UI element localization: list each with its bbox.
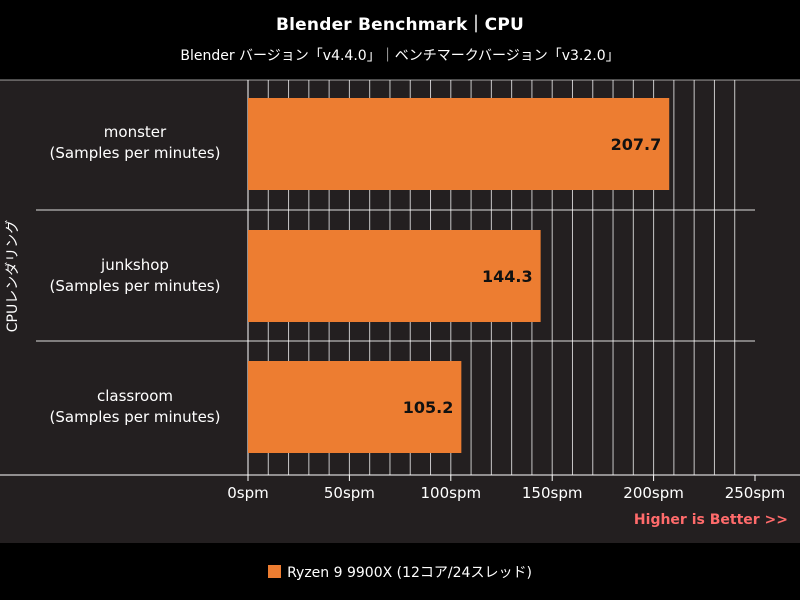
category-unit: (Samples per minutes) <box>49 408 221 426</box>
bar-monster <box>248 98 670 190</box>
legend-swatch <box>268 565 282 578</box>
bar-classroom <box>248 361 462 453</box>
category-unit: (Samples per minutes) <box>49 144 221 162</box>
category-label-classroom: classroom (Samples per minutes) <box>30 386 240 428</box>
higher-is-better-note: Higher is Better >> <box>633 512 788 528</box>
category-label-monster: monster (Samples per minutes) <box>30 122 240 164</box>
legend: Ryzen 9 9900X (12コア/24スレッド) <box>0 562 800 582</box>
category-unit: (Samples per minutes) <box>49 277 221 295</box>
category-name: monster <box>103 123 167 141</box>
bar-junkshop <box>248 230 541 322</box>
x-tick-label: 0spm <box>227 484 269 502</box>
category-label-junkshop: junkshop (Samples per minutes) <box>30 255 240 297</box>
bar-value-label: 105.2 <box>403 398 454 417</box>
legend-label: Ryzen 9 9900X (12コア/24スレッド) <box>287 565 532 581</box>
category-name: junkshop <box>101 256 169 274</box>
chart-title: Blender Benchmark｜CPU <box>275 15 524 35</box>
category-name: classroom <box>96 387 174 405</box>
x-tick-label: 150spm <box>522 484 583 502</box>
x-tick-label: 100spm <box>421 484 482 502</box>
x-tick-label: 250spm <box>725 484 786 502</box>
bar-value-label: 144.3 <box>482 267 533 286</box>
legend-footer <box>0 543 800 600</box>
chart-subtitle: Blender バージョン「v4.4.0」｜ベンチマークバージョン「v3.2.0… <box>180 48 620 64</box>
x-tick-label: 200spm <box>623 484 684 502</box>
bar-value-label: 207.7 <box>611 135 662 154</box>
x-tick-label: 50spm <box>324 484 375 502</box>
